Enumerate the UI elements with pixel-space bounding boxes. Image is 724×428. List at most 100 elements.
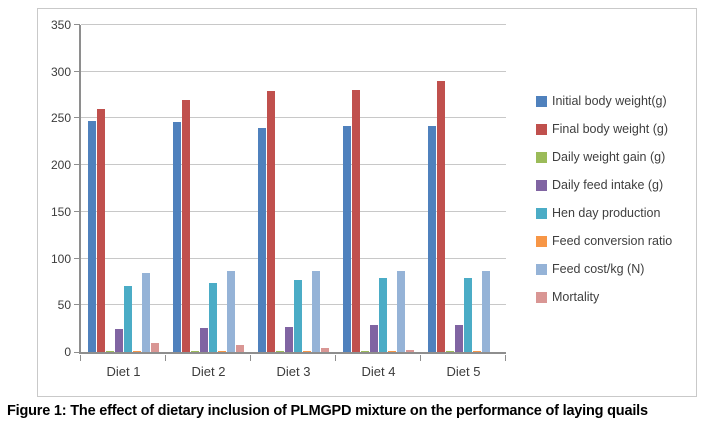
y-tick-label: 0 xyxy=(64,345,71,359)
bar-feed-cost-kg-n xyxy=(397,271,405,352)
bar-final-body-weight-g xyxy=(437,81,445,352)
y-axis-tick xyxy=(74,352,80,353)
bar-initial-body-weight-g xyxy=(343,126,351,352)
gridline xyxy=(81,164,506,166)
x-category-label: Diet 1 xyxy=(106,364,141,379)
x-axis-tick xyxy=(505,355,506,361)
y-tick-label: 300 xyxy=(50,64,71,79)
x-axis-tick xyxy=(335,355,336,361)
legend-swatch-icon xyxy=(536,179,547,191)
legend-item: Feed conversion ratio xyxy=(536,227,672,255)
bar-initial-body-weight-g xyxy=(258,128,266,352)
bar-daily-feed-intake-g xyxy=(370,325,378,352)
y-axis-tick xyxy=(74,117,80,119)
legend-label: Initial body weight(g) xyxy=(552,94,667,108)
gridline xyxy=(81,24,506,25)
legend-item: Final body weight (g) xyxy=(536,115,672,143)
bar-mortality xyxy=(151,343,159,352)
legend-item: Mortality xyxy=(536,283,672,311)
legend-swatch-icon xyxy=(536,291,547,303)
bar-final-body-weight-g xyxy=(352,90,360,352)
y-axis-tick xyxy=(74,24,80,25)
y-tick-label: 200 xyxy=(50,158,71,173)
x-category-label: Diet 2 xyxy=(191,364,226,379)
gridline xyxy=(81,117,506,119)
y-axis-tick xyxy=(74,210,80,212)
gridline xyxy=(81,257,506,259)
bar-hen-day-production xyxy=(209,283,217,352)
bar-feed-cost-kg-n xyxy=(482,271,490,352)
y-axis-tick xyxy=(74,164,80,166)
bar-daily-feed-intake-g xyxy=(455,325,463,352)
y-tick-label: 100 xyxy=(50,251,71,266)
bar-final-body-weight-g xyxy=(182,100,190,352)
bar-daily-feed-intake-g xyxy=(200,328,208,352)
gridline xyxy=(81,70,506,72)
y-axis-tick xyxy=(74,70,80,72)
legend-swatch-icon xyxy=(536,235,547,247)
x-category-label: Diet 4 xyxy=(361,364,396,379)
gridline xyxy=(81,304,506,306)
bar-initial-body-weight-g xyxy=(88,121,96,352)
y-tick-label: 350 xyxy=(50,18,71,32)
legend-item: Daily feed intake (g) xyxy=(536,171,672,199)
bar-daily-feed-intake-g xyxy=(285,327,293,352)
legend: Initial body weight(g) Final body weight … xyxy=(536,87,672,311)
legend-item: Feed cost/kg (N) xyxy=(536,255,672,283)
bar-mortality xyxy=(321,348,329,352)
legend-swatch-icon xyxy=(536,123,547,135)
bar-feed-cost-kg-n xyxy=(142,273,150,352)
chart: 0 50 100 150 200 250 300 350 Diet 1 Diet 2 Diet 3 D… xyxy=(37,8,697,397)
bar-hen-day-production xyxy=(294,280,302,352)
gridline xyxy=(81,210,506,212)
bar-daily-weight-gain-g xyxy=(446,351,454,352)
plot-area: 0 50 100 150 200 250 300 350 Diet 1 Diet 2 Diet 3 D… xyxy=(51,18,506,379)
bar-hen-day-production xyxy=(379,278,387,352)
legend-swatch-icon xyxy=(536,95,547,107)
bar-feed-cost-kg-n xyxy=(312,271,320,352)
x-category-label: Diet 5 xyxy=(446,364,481,379)
bar-hen-day-production xyxy=(464,278,472,352)
legend-label: Daily feed intake (g) xyxy=(552,178,664,192)
bar-final-body-weight-g xyxy=(267,91,275,352)
y-tick-label: 50 xyxy=(57,298,71,313)
bar-feed-conversion-ratio xyxy=(133,351,141,352)
bar-mortality xyxy=(236,345,244,352)
bar-daily-weight-gain-g xyxy=(191,351,199,352)
legend-label: Daily weight gain (g) xyxy=(552,150,666,164)
bar-daily-weight-gain-g xyxy=(106,351,114,352)
bar-feed-conversion-ratio xyxy=(473,351,481,352)
y-axis-tick xyxy=(74,304,80,306)
legend-item: Hen day production xyxy=(536,199,672,227)
legend-label: Feed conversion ratio xyxy=(552,234,673,248)
legend-swatch-icon xyxy=(536,207,547,219)
x-axis-tick xyxy=(80,355,81,361)
x-category-label: Diet 3 xyxy=(276,364,311,379)
legend-label: Final body weight (g) xyxy=(552,122,669,136)
legend-item: Daily weight gain (g) xyxy=(536,143,672,171)
bar-feed-conversion-ratio xyxy=(303,351,311,352)
legend-item: Initial body weight(g) xyxy=(536,87,672,115)
legend-swatch-icon xyxy=(536,151,547,163)
legend-label: Hen day production xyxy=(552,206,661,220)
bar-daily-weight-gain-g xyxy=(361,351,369,352)
bar-feed-cost-kg-n xyxy=(227,271,235,352)
bar-final-body-weight-g xyxy=(97,109,105,352)
legend-label: Mortality xyxy=(552,290,600,304)
y-axis-tick xyxy=(74,257,80,259)
bar-feed-conversion-ratio xyxy=(218,351,226,352)
x-axis-tick xyxy=(250,355,251,361)
y-tick-label: 250 xyxy=(50,111,71,126)
y-tick-label: 150 xyxy=(50,204,71,219)
bar-mortality xyxy=(406,350,414,352)
bar-hen-day-production xyxy=(124,286,132,352)
x-axis-tick xyxy=(420,355,421,361)
bar-initial-body-weight-g xyxy=(428,126,436,352)
bar-initial-body-weight-g xyxy=(173,122,181,352)
bar-daily-weight-gain-g xyxy=(276,351,284,352)
legend-label: Feed cost/kg (N) xyxy=(552,262,645,276)
legend-swatch-icon xyxy=(536,263,547,275)
x-axis-tick xyxy=(165,355,166,361)
bar-daily-feed-intake-g xyxy=(115,329,123,352)
